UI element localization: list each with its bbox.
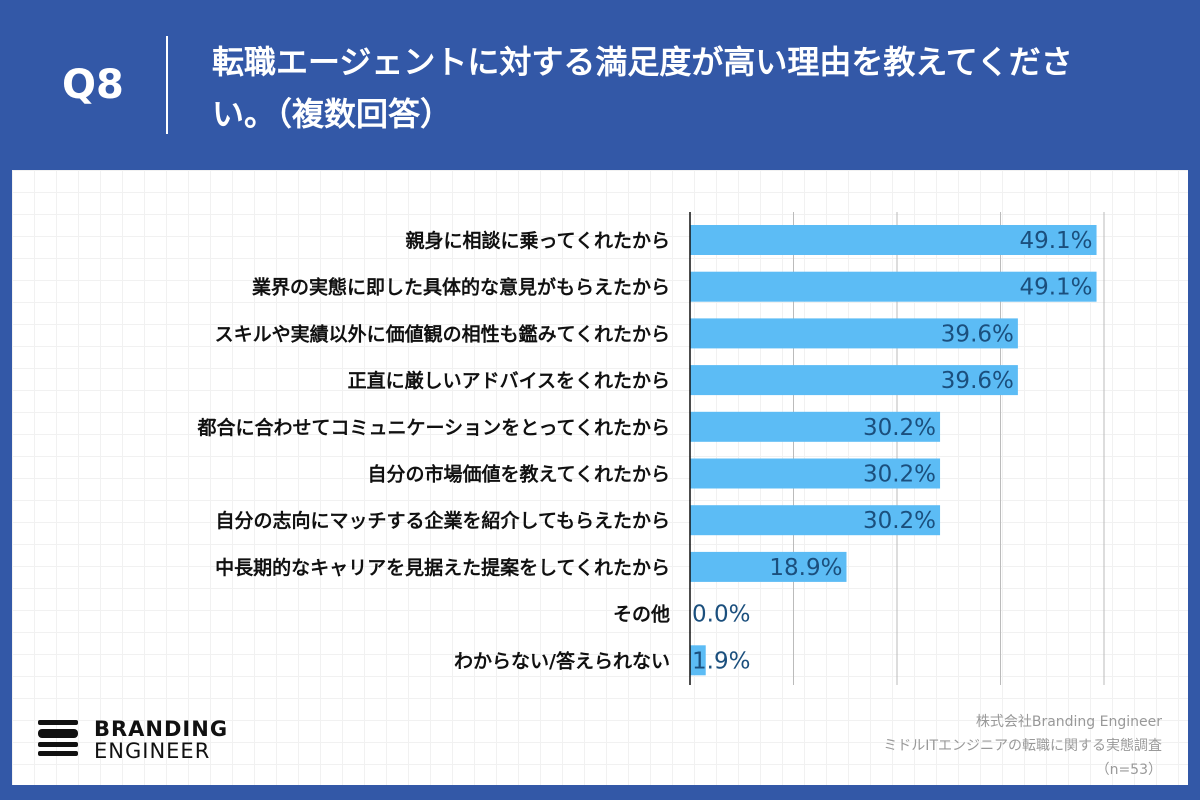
bar (690, 271, 1097, 302)
logo-mark-icon (38, 720, 78, 756)
bar-chart: 親身に相談に乗ってくれたから 49.1% 業界の実態に即した具体的な意見がもらえたか… (196, 212, 1105, 685)
category-label: 中長期的なキャリアを見据えた提案をしてくれたから (215, 556, 670, 579)
value-label: 30.2% (863, 508, 936, 534)
bar (690, 318, 1018, 349)
bar (690, 411, 941, 442)
bar (690, 505, 941, 536)
value-label: 30.2% (863, 415, 936, 441)
question-number: Q8 (62, 62, 124, 108)
logo-text-branding: BRANDING (94, 717, 229, 741)
bar (690, 645, 706, 676)
bar (690, 551, 847, 582)
value-label: 39.6% (941, 368, 1014, 394)
header-divider (166, 36, 168, 134)
source-survey: ミドルITエンジニアの転職に関する実態調査 (883, 738, 1162, 754)
category-label: 正直に厳しいアドバイスをくれたから (348, 369, 670, 392)
value-label: 1.9% (692, 648, 750, 674)
category-label: わからない/答えられない (454, 649, 670, 672)
value-label: 49.1% (1019, 275, 1092, 301)
category-label: 親身に相談に乗ってくれたから (406, 229, 670, 252)
chart-card: 親身に相談に乗ってくれたから 49.1% 業界の実態に即した具体的な意見がもらえたか… (12, 170, 1188, 785)
bar (690, 458, 941, 489)
category-label: 自分の市場価値を教えてくれたから (368, 463, 670, 486)
value-label: 39.6% (941, 321, 1014, 347)
logo-text-engineer: ENGINEER (94, 739, 211, 763)
bar (690, 225, 1097, 255)
value-label: 18.9% (769, 555, 842, 581)
company-logo: BRANDING ENGINEER (38, 718, 228, 762)
sample-size: （n=53） (1095, 762, 1162, 778)
category-label: 都合に合わせてコミュニケーションをとってくれたから (196, 416, 670, 439)
value-label: 49.1% (1019, 228, 1092, 254)
source-note: 株式会社Branding Engineer ミドルITエンジニアの転職に関する実… (883, 710, 1162, 782)
bar (690, 365, 1018, 396)
source-company: 株式会社Branding Engineer (975, 714, 1162, 730)
value-label: 30.2% (863, 462, 936, 488)
category-label: 自分の志向にマッチする企業を紹介してもらえたから (216, 509, 670, 532)
value-label: 0.0% (692, 602, 750, 628)
category-label: その他 (613, 603, 670, 626)
page-title: 転職エージェントに対する満足度が高い理由を教えてください。（複数回答） (212, 43, 1073, 133)
category-label: スキルや実績以外に価値観の相性も鑑みてくれたから (215, 322, 670, 345)
category-label: 業界の実態に即した具体的な意見がもらえたから (251, 276, 670, 299)
